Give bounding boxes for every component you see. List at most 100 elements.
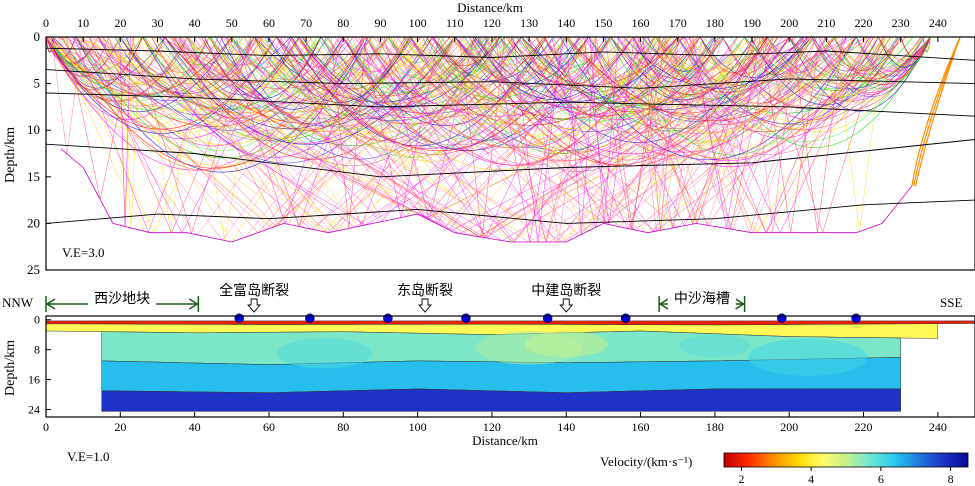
ray-path <box>463 37 634 93</box>
ray-path <box>642 37 812 93</box>
ray-path <box>358 37 545 126</box>
ray-path <box>243 37 389 103</box>
ray-path <box>376 37 656 166</box>
interface-layer-2 <box>46 69 975 89</box>
top-y-axis-title: Depth/km <box>3 127 18 183</box>
fault-label: 中建岛断裂 <box>531 283 601 299</box>
fault-label: 东岛断裂 <box>397 283 453 299</box>
ray-path <box>591 37 835 142</box>
ray-path <box>691 37 790 91</box>
obs-station-marker <box>851 313 861 323</box>
ray-path <box>454 37 725 132</box>
ray-path <box>652 37 723 69</box>
colorbar <box>723 452 969 468</box>
x-tick-label: 90 <box>374 16 386 30</box>
x-tick-label: 160 <box>632 16 650 30</box>
x-tick-label: 60 <box>263 420 275 434</box>
ray-path <box>518 37 812 160</box>
velocity-field <box>46 320 975 412</box>
ray-tracing-panel: 0 10 20 30 40 50 60 70 80 90 100 110 120 130 140 150 160… <box>3 0 975 277</box>
ray-path <box>276 37 354 68</box>
region-label: 中沙海槽 <box>674 291 730 307</box>
fault-arrow-icon <box>418 298 433 313</box>
x-tick-label: 0 <box>43 420 49 434</box>
bottom-y-axis-title: Depth/km <box>3 340 18 396</box>
x-tick-label: 220 <box>855 420 873 434</box>
x-tick-label: 190 <box>743 16 761 30</box>
top-y-axis: 0 5 10 15 20 25 <box>27 29 51 277</box>
ray-path <box>426 37 500 66</box>
x-tick-label: 180 <box>706 16 724 30</box>
ray-path <box>50 37 233 95</box>
ray-path <box>636 37 901 155</box>
ray-path <box>699 37 931 148</box>
ray-path <box>409 37 662 109</box>
colorbar-tick-label: 8 <box>948 472 954 486</box>
obs-station-marker <box>461 313 471 323</box>
ray-path <box>253 37 427 92</box>
obs-station-marker <box>234 313 244 323</box>
colorbar-tick-label: 4 <box>808 472 814 486</box>
top-plot-frame <box>45 36 975 271</box>
ray-path <box>367 37 656 148</box>
ray-path <box>253 37 506 103</box>
y-tick-label: 24 <box>28 403 40 417</box>
fault-arrow-icon <box>247 298 262 313</box>
ray-path <box>298 37 488 94</box>
ray-path <box>472 37 634 100</box>
region-arrow-left <box>658 298 669 310</box>
region-arrow-right <box>735 298 746 310</box>
bottom-x-axis-title: Distance/km <box>472 433 538 448</box>
obs-station-marker <box>542 313 553 323</box>
ray-path <box>172 37 478 132</box>
left-direction-label: NNW <box>2 295 34 310</box>
ray-path <box>204 37 322 99</box>
ray-path <box>97 37 300 116</box>
bottom-plot-frame <box>45 315 975 418</box>
y-tick-label: 0 <box>34 313 40 327</box>
ray-path <box>122 37 255 84</box>
velocity-anomaly <box>679 334 751 358</box>
ray-path <box>46 37 344 171</box>
x-tick-label: 0 <box>43 16 49 30</box>
x-tick-label: 110 <box>446 16 464 30</box>
ray-path <box>76 37 188 87</box>
ray-path <box>543 37 814 157</box>
fault-arrow-icon <box>559 298 574 313</box>
ray-path <box>688 37 790 75</box>
x-tick-label: 240 <box>929 420 947 434</box>
x-tick-label: 70 <box>300 16 312 30</box>
region-label: 西沙地块 <box>94 291 150 307</box>
x-tick-label: 240 <box>929 16 947 30</box>
ray-path <box>865 37 924 65</box>
x-tick-label: 20 <box>114 16 126 30</box>
region-label-bg <box>667 292 736 306</box>
region-arrow-left <box>45 298 56 310</box>
ray-path <box>378 37 456 70</box>
x-tick-label: 80 <box>337 420 349 434</box>
x-tick-label: 10 <box>77 16 89 30</box>
ray-path <box>567 37 857 121</box>
velocity-anomaly <box>524 330 608 358</box>
velocity-model-panel: 0 20 40 60 80 100 120 140 160 180 200 220 240 081624… <box>2 282 975 486</box>
ray-path <box>101 37 366 110</box>
ray-path <box>632 37 818 125</box>
ray-path <box>75 37 244 96</box>
ray-path <box>388 37 656 148</box>
model-interfaces <box>46 47 975 224</box>
top-x-axis: 0 10 20 30 40 50 60 70 80 90 100 110 120 130 140 150 160… <box>43 16 947 42</box>
x-tick-label: 50 <box>226 16 238 30</box>
obs-station-marker <box>620 313 631 323</box>
x-tick-label: 120 <box>483 420 501 434</box>
x-tick-label: 120 <box>483 16 501 30</box>
colorbar-title: Velocity/(km·s⁻¹) <box>600 454 692 469</box>
velocity-anomaly <box>277 338 373 369</box>
ray-path <box>215 37 433 127</box>
ray-paths <box>46 37 961 243</box>
right-direction-label: SSE <box>940 295 962 310</box>
ray-path <box>750 37 901 106</box>
ray-path <box>178 37 389 104</box>
edge-ray <box>913 37 961 187</box>
ray-path <box>468 37 768 165</box>
